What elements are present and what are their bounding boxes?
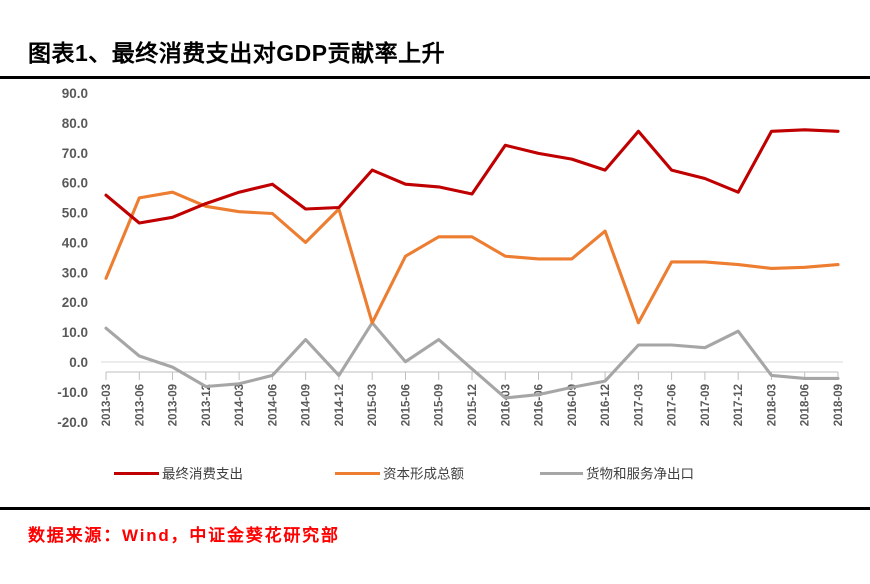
svg-text:2017-03: 2017-03 — [633, 384, 645, 426]
svg-text:2013-06: 2013-06 — [134, 384, 146, 426]
svg-text:2018-06: 2018-06 — [800, 384, 812, 426]
svg-text:2014-06: 2014-06 — [267, 384, 279, 426]
svg-text:90.0: 90.0 — [62, 86, 88, 101]
svg-text:2014-09: 2014-09 — [301, 384, 313, 426]
svg-text:2017-12: 2017-12 — [733, 384, 745, 426]
svg-text:70.0: 70.0 — [62, 146, 88, 161]
svg-text:2016-06: 2016-06 — [534, 384, 546, 426]
svg-text:2013-12: 2013-12 — [201, 384, 213, 426]
svg-text:80.0: 80.0 — [62, 116, 88, 131]
svg-text:资本形成总额: 资本形成总额 — [383, 467, 464, 482]
svg-text:2015-06: 2015-06 — [401, 384, 413, 426]
svg-text:2016-09: 2016-09 — [567, 384, 579, 426]
svg-text:2018-09: 2018-09 — [833, 384, 845, 426]
svg-text:2013-03: 2013-03 — [101, 384, 113, 426]
svg-text:2018-03: 2018-03 — [767, 384, 779, 426]
svg-text:2014-12: 2014-12 — [334, 384, 346, 426]
svg-text:2015-03: 2015-03 — [367, 384, 379, 426]
svg-text:2017-06: 2017-06 — [667, 384, 679, 426]
svg-text:-20.0: -20.0 — [57, 415, 88, 430]
svg-text:最终消费支出: 最终消费支出 — [162, 467, 243, 482]
svg-text:2015-09: 2015-09 — [434, 384, 446, 426]
svg-text:10.0: 10.0 — [62, 325, 88, 340]
svg-text:2016-12: 2016-12 — [600, 384, 612, 426]
svg-text:40.0: 40.0 — [62, 235, 88, 250]
svg-text:2017-09: 2017-09 — [700, 384, 712, 426]
svg-text:2013-09: 2013-09 — [168, 384, 180, 426]
svg-text:0.0: 0.0 — [69, 355, 88, 370]
svg-text:2016-03: 2016-03 — [500, 384, 512, 426]
svg-text:2015-12: 2015-12 — [467, 384, 479, 426]
svg-text:2014-03: 2014-03 — [234, 384, 246, 426]
svg-text:-10.0: -10.0 — [57, 385, 88, 400]
svg-text:20.0: 20.0 — [62, 295, 88, 310]
svg-text:货物和服务净出口: 货物和服务净出口 — [586, 466, 694, 482]
svg-text:50.0: 50.0 — [62, 206, 88, 221]
svg-text:30.0: 30.0 — [62, 265, 88, 280]
svg-text:60.0: 60.0 — [62, 176, 88, 191]
